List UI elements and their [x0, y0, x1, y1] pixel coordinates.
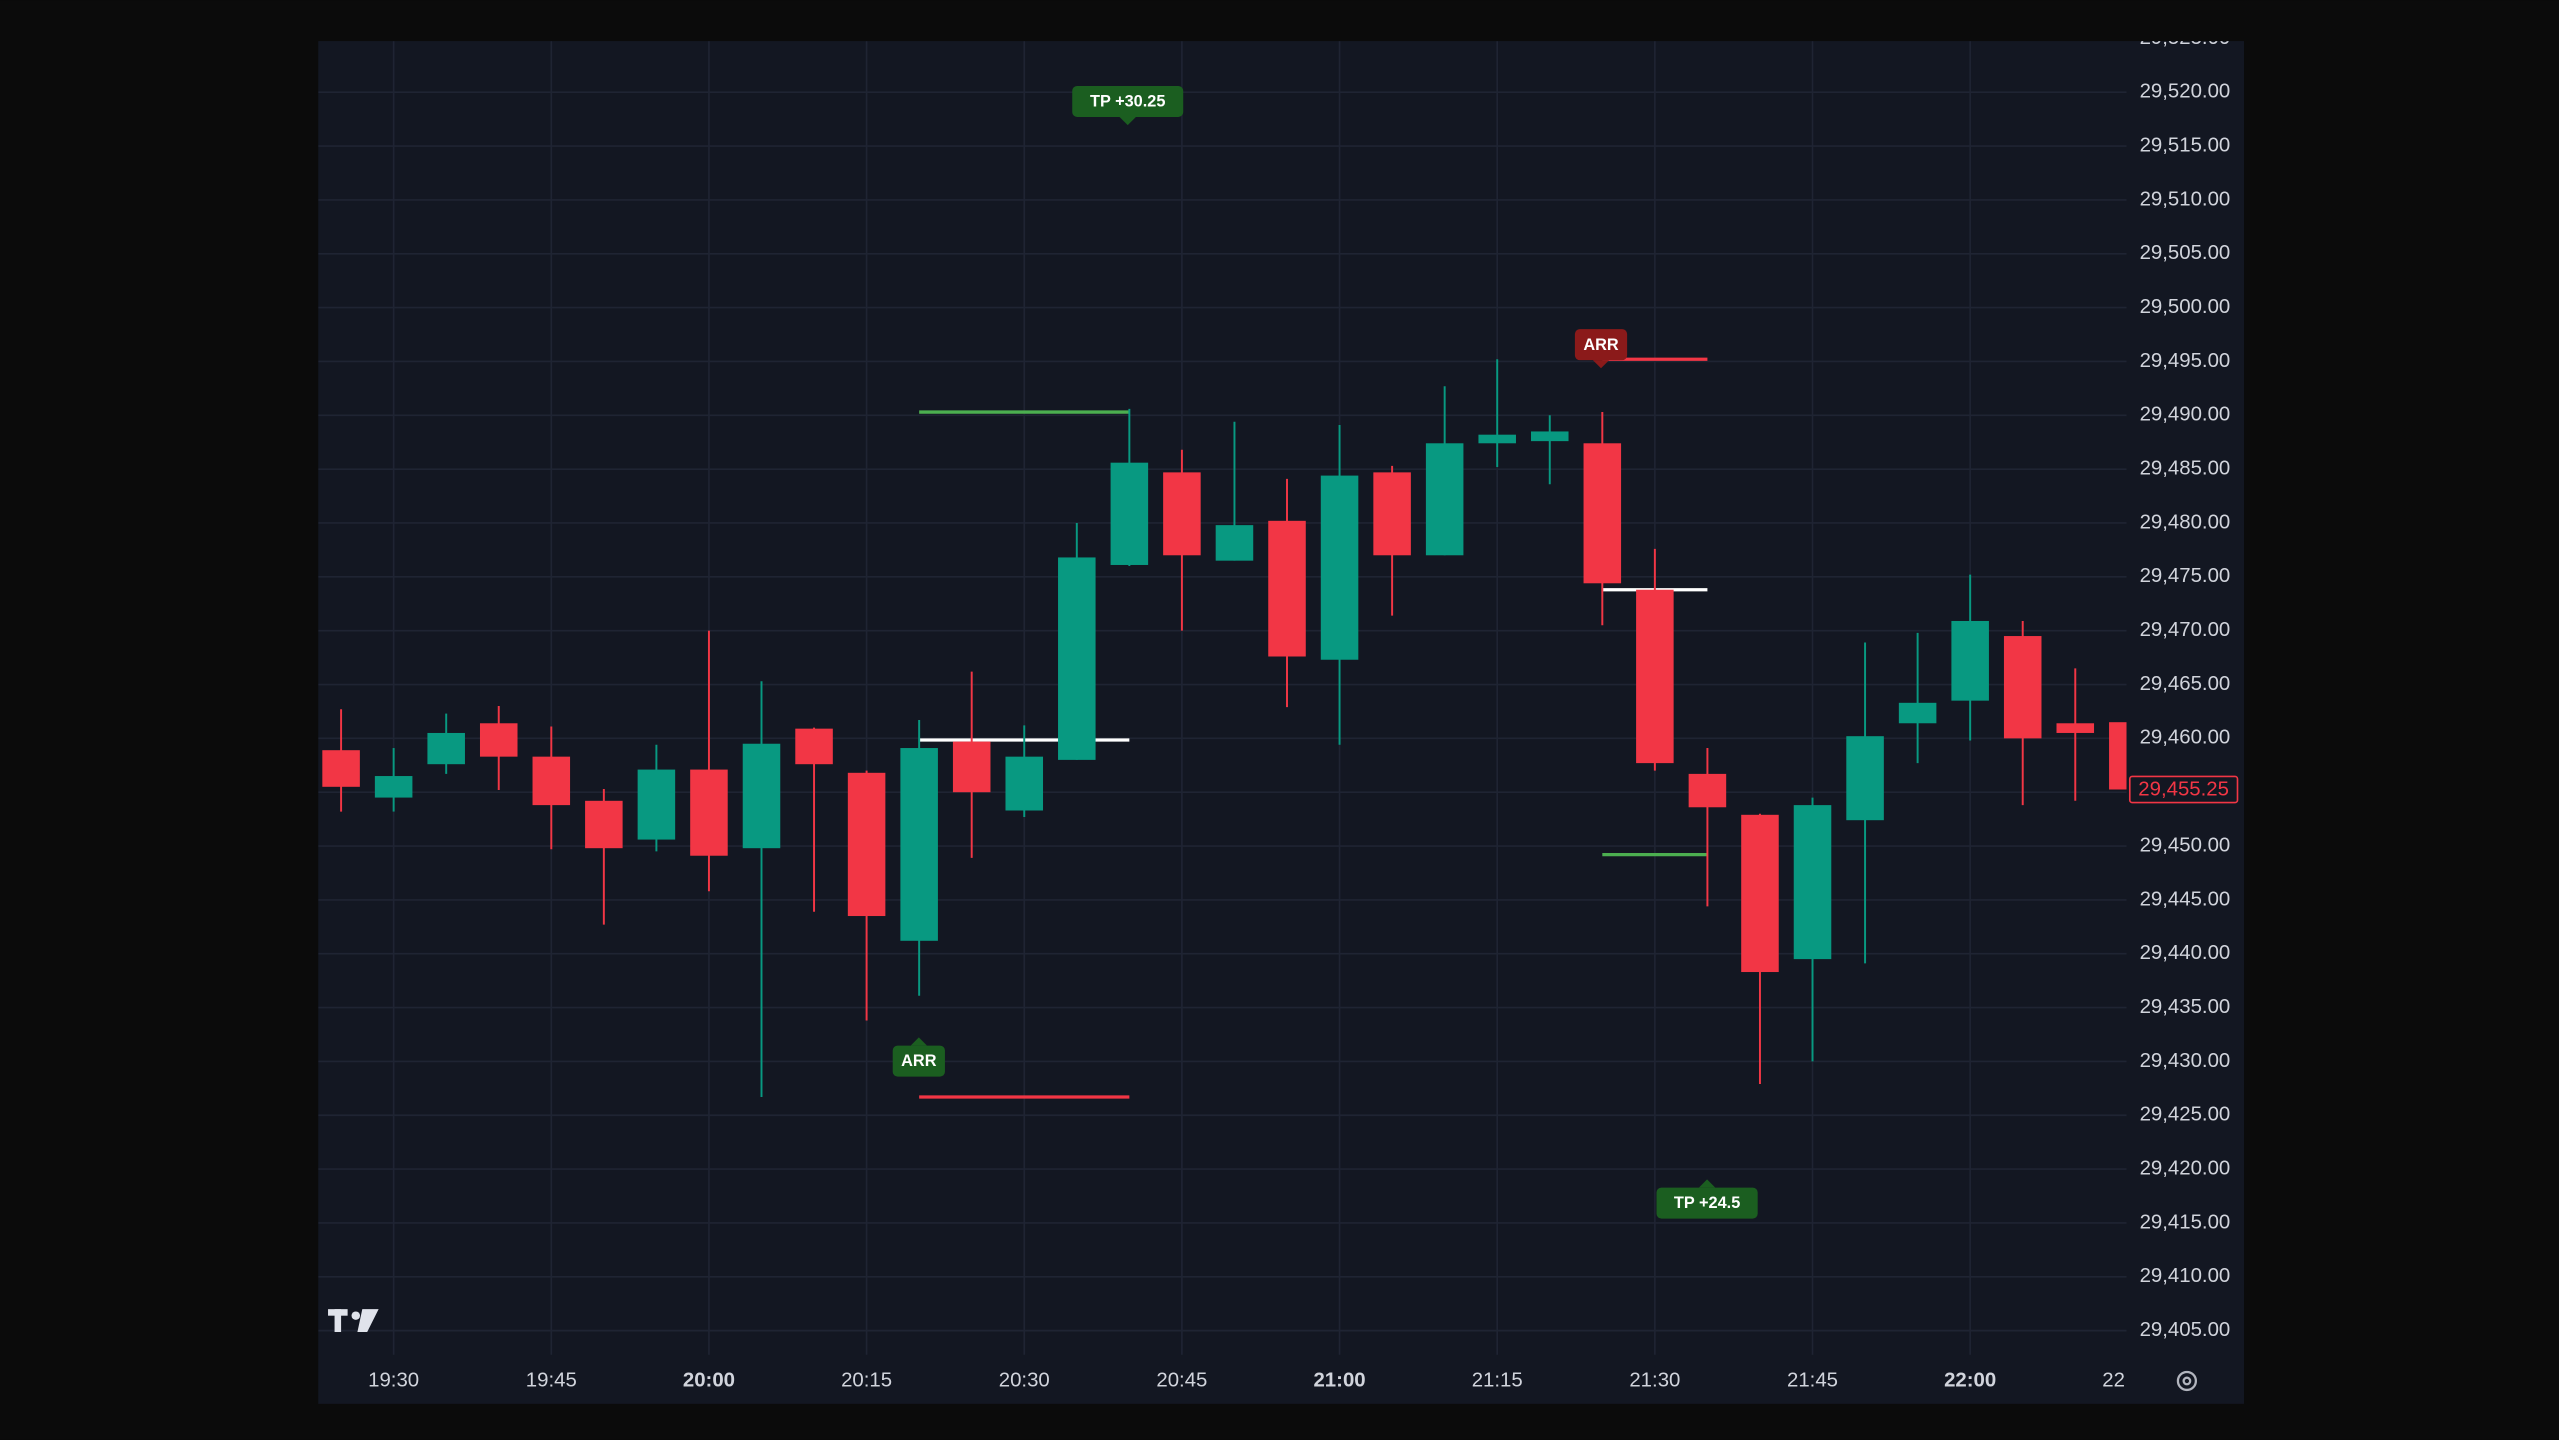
y-tick-label: 29,510.00: [2140, 188, 2231, 210]
x-tick-label: 22:00: [1944, 1369, 1996, 1391]
y-tick-label: 29,420.00: [2140, 1157, 2231, 1179]
x-tick-label: 20:15: [841, 1369, 892, 1391]
annotation-box: [1656, 1187, 1758, 1219]
last-price-tag: [2128, 775, 2239, 804]
y-tick-label: 29,525.00: [2140, 27, 2231, 49]
candle-body: [427, 732, 465, 765]
x-tick-label: 20:30: [999, 1369, 1050, 1391]
y-tick-label: 29,450.00: [2140, 834, 2231, 856]
y-tick-label: 29,445.00: [2140, 888, 2231, 910]
candle-body: [900, 748, 938, 941]
candle-body: [322, 750, 360, 787]
candle-body: [1583, 443, 1622, 584]
candle-body: [1163, 472, 1201, 556]
candle-body: [742, 743, 781, 849]
candle-body: [795, 728, 833, 765]
y-tick-label: 29,415.00: [2140, 1211, 2231, 1233]
candle-body: [1898, 702, 1937, 724]
annotation-text: TP +24.5: [1674, 1194, 1740, 1212]
candle-body: [1741, 814, 1779, 973]
annotation-pointer: [1592, 360, 1610, 369]
candle-body: [374, 776, 413, 798]
y-tick-label: 29,425.00: [2140, 1104, 2231, 1126]
candle-body: [585, 800, 623, 849]
candle-body: [532, 756, 571, 806]
y-tick-label: 29,515.00: [2140, 134, 2231, 156]
last-price-label: 29,455.25: [2138, 779, 2229, 801]
candle-body: [637, 769, 676, 840]
candle-body: [2109, 722, 2127, 790]
chart-area: [318, 41, 2245, 1404]
candle-body: [1478, 434, 1516, 444]
y-tick-label: 29,505.00: [2140, 242, 2231, 264]
candle-body: [847, 772, 886, 917]
x-tick-label: 19:45: [526, 1369, 577, 1391]
y-tick-label: 29,460.00: [2140, 727, 2231, 749]
y-tick-label: 29,500.00: [2140, 296, 2231, 318]
candle-body: [1636, 589, 1674, 764]
y-tick-label: 29,475.00: [2140, 565, 2231, 587]
candle-body: [1688, 773, 1727, 808]
candle-body: [1425, 443, 1464, 556]
x-tick-label: 21:45: [1787, 1369, 1838, 1391]
annotation-box: [1574, 329, 1628, 361]
y-tick-label: 29,430.00: [2140, 1050, 2231, 1072]
candle-body: [1268, 520, 1306, 657]
y-tick-label: 29,495.00: [2140, 350, 2231, 372]
annotation-box: [892, 1045, 945, 1077]
candle-body: [1530, 431, 1569, 442]
y-tick-label: 29,490.00: [2140, 404, 2231, 426]
annotation-pointer: [1119, 116, 1136, 126]
candle-body: [1320, 475, 1359, 660]
x-tick-label: 21:15: [1472, 1369, 1523, 1391]
x-tick-label: 20:00: [683, 1369, 735, 1391]
candle-body: [1846, 736, 1884, 821]
y-tick-label: 29,435.00: [2140, 996, 2231, 1018]
y-tick-label: 29,440.00: [2140, 942, 2231, 964]
annotation-pointer: [1698, 1179, 1716, 1188]
candle-body: [1951, 620, 1989, 701]
tradingview-logo: [328, 1309, 379, 1333]
candle-body: [2056, 723, 2095, 733]
annotation-box: [1072, 85, 1184, 117]
candle-body: [1793, 805, 1832, 960]
y-tick-label: 29,520.00: [2140, 81, 2231, 103]
annotation-text: TP +30.25: [1090, 93, 1165, 111]
y-tick-label: 29,485.00: [2140, 458, 2231, 480]
x-tick-label: 22:15: [2102, 1369, 2153, 1391]
x-tick-label: 20:45: [1156, 1369, 1207, 1391]
x-tick-label: 21:30: [1629, 1369, 1680, 1391]
candle-body: [479, 723, 518, 757]
y-tick-label: 29,410.00: [2140, 1265, 2231, 1287]
y-tick-label: 29,470.00: [2140, 619, 2231, 641]
y-tick-label: 29,465.00: [2140, 673, 2231, 695]
candle-body: [1005, 756, 1044, 811]
annotation-pointer: [910, 1037, 927, 1046]
candle-body: [1215, 525, 1254, 561]
candle-body: [2003, 636, 2042, 739]
annotation-text: ARR: [901, 1052, 937, 1070]
x-tick-label: 21:00: [1313, 1369, 1365, 1391]
y-tick-label: 29,405.00: [2140, 1319, 2231, 1341]
candle-body: [1058, 557, 1096, 760]
y-tick-label: 29,480.00: [2140, 511, 2231, 533]
candle-body: [952, 741, 991, 793]
annotation-text: ARR: [1583, 336, 1619, 354]
x-tick-label: 19:30: [368, 1369, 419, 1391]
candle-body: [690, 769, 728, 856]
candle-body: [1373, 472, 1411, 556]
candle-body: [1110, 462, 1149, 565]
settings-icon[interactable]: [2176, 1370, 2198, 1392]
